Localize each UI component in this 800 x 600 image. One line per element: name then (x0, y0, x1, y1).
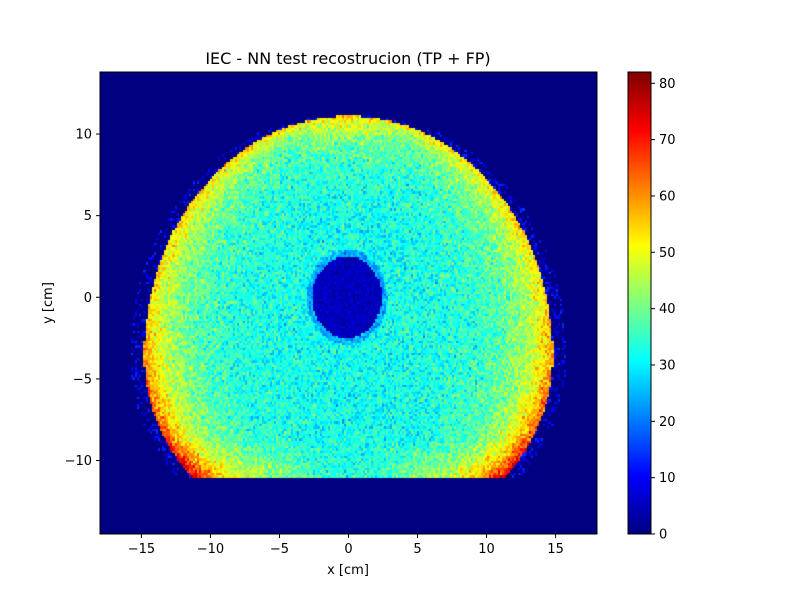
x-tick-label: 5 (413, 542, 421, 557)
colorbar-tick-label: 0 (659, 528, 667, 543)
colorbar-tick-label: 70 (659, 133, 676, 148)
y-tick-label: −10 (65, 454, 92, 469)
y-tick-label: 5 (84, 209, 92, 224)
y-axis: −10 −5 0 5 10 (65, 128, 100, 469)
colorbar-ticks: 0 10 20 30 40 50 60 70 80 (651, 77, 676, 543)
x-tick-label: −15 (128, 542, 155, 557)
x-tick-label: 10 (478, 542, 495, 557)
y-tick-label: 10 (75, 128, 92, 143)
x-tick-label: 15 (547, 542, 564, 557)
colorbar-frame (627, 71, 652, 535)
colorbar-tick-label: 40 (659, 302, 676, 317)
colorbar-tick-label: 50 (659, 246, 676, 261)
colorbar-tick-label: 20 (659, 415, 676, 430)
y-tick-label: −5 (73, 372, 92, 387)
colorbar-tick-label: 30 (659, 358, 676, 373)
y-axis-label: y [cm] (41, 282, 56, 324)
x-tick-label: −10 (197, 542, 224, 557)
x-tick-label: −5 (270, 542, 289, 557)
colorbar-tick-label: 10 (659, 471, 676, 486)
colorbar: 0 10 20 30 40 50 60 70 80 (627, 71, 676, 543)
x-axis-label: x [cm] (327, 563, 369, 578)
chart-title: IEC - NN test recostrucion (TP + FP) (205, 49, 490, 68)
x-tick-label: 0 (344, 542, 352, 557)
heatmap-image (100, 72, 597, 534)
colorbar-tick-label: 80 (659, 77, 676, 92)
colorbar-tick-label: 60 (659, 189, 676, 204)
x-axis: −15 −10 −5 0 5 10 15 (128, 534, 564, 557)
y-tick-label: 0 (84, 291, 92, 306)
plot-area (99, 71, 598, 535)
colorbar-gradient (628, 72, 651, 534)
